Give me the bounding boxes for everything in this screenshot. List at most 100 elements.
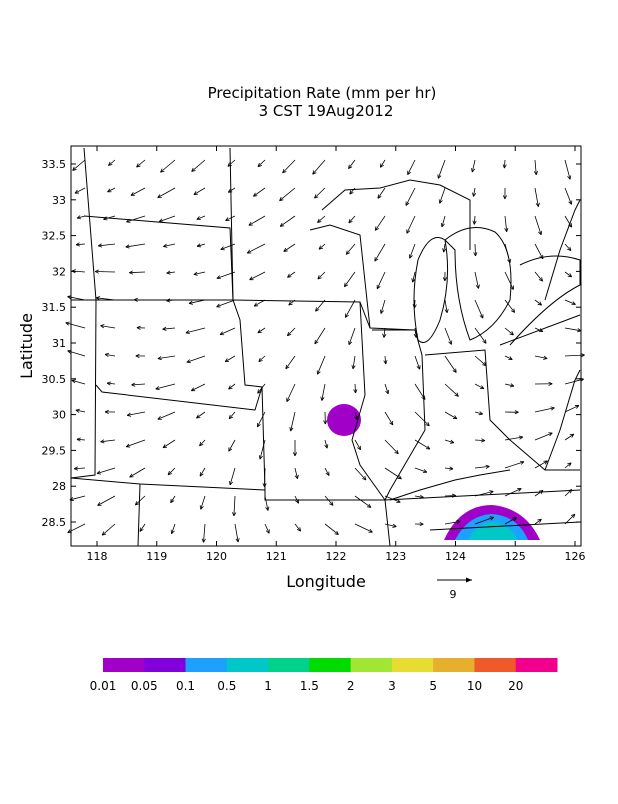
wind-arrow [317, 356, 325, 374]
wind-arrow [257, 412, 265, 427]
wind-arrow [377, 272, 385, 289]
wind-arrow [385, 440, 398, 454]
vector-scale-label: 9 [450, 588, 457, 601]
wind-arrow [505, 272, 513, 290]
wind-arrow [407, 216, 415, 233]
x-tick-label: 123 [385, 550, 406, 563]
colorbar-swatch [103, 658, 145, 672]
wind-arrow [535, 272, 543, 281]
wind-arrow [314, 188, 325, 198]
wind-arrow [192, 160, 205, 172]
colorbar-swatch [433, 658, 475, 672]
colorbar-swatch [186, 658, 228, 672]
wind-arrow [250, 272, 265, 280]
wind-arrow [129, 272, 145, 273]
wind-arrow [217, 300, 235, 307]
x-axis-label: Longitude [286, 572, 366, 591]
wind-arrow [355, 496, 371, 507]
wind-arrow [194, 188, 205, 195]
state-borders [71, 148, 580, 546]
wind-arrow [264, 468, 265, 487]
wind-arrow [247, 244, 265, 253]
wind-arrow [126, 440, 145, 447]
y-axis-label: Latitude [17, 313, 36, 379]
wind-arrow [73, 160, 85, 170]
colorbar-label: 5 [429, 679, 437, 693]
wind-arrow [313, 160, 325, 174]
wind-arrow [130, 468, 145, 477]
colorbar-swatch [227, 658, 269, 672]
wind-arrow [535, 244, 543, 259]
y-tick-label: 30.5 [42, 373, 67, 386]
x-tick-label: 121 [266, 550, 287, 563]
y-tick-label: 30 [52, 409, 66, 422]
wind-arrow [280, 188, 295, 201]
wind-arrow [406, 188, 415, 206]
wind-arrow [249, 216, 265, 225]
y-tick-label: 31 [52, 337, 66, 350]
wind-arrow [187, 356, 205, 362]
wind-arrow [284, 244, 295, 252]
wind-arrow [315, 328, 325, 344]
wind-vectors [66, 160, 585, 542]
wind-arrow [505, 488, 521, 496]
wind-arrow [344, 272, 355, 287]
wind-arrow [475, 244, 476, 256]
map-features [66, 148, 585, 546]
wind-arrow [445, 384, 458, 396]
wind-arrow [98, 496, 115, 505]
wind-arrow [68, 524, 85, 533]
wind-arrow [565, 188, 572, 204]
y-tick-label: 28 [52, 480, 66, 493]
wind-arrow [325, 524, 338, 535]
x-tick-label: 126 [565, 550, 586, 563]
wind-arrow [345, 300, 355, 318]
colorbar-swatch [309, 658, 351, 672]
wind-arrow [102, 524, 115, 535]
wind-arrow [565, 355, 585, 356]
wind-arrow [163, 440, 175, 448]
wind-arrow [346, 244, 355, 254]
wind-arrow [445, 356, 456, 373]
precip-area [327, 404, 361, 436]
y-tick-label: 31.5 [42, 301, 67, 314]
x-tick-label: 118 [87, 550, 108, 563]
colorbar-label: 0.5 [217, 679, 236, 693]
colorbar-label: 2 [347, 679, 355, 693]
x-tick-label: 125 [505, 550, 526, 563]
wind-arrow [283, 160, 295, 173]
wind-arrow [225, 356, 235, 362]
wind-arrow [286, 356, 295, 369]
wind-arrow [355, 524, 372, 532]
y-tick-label: 33.5 [42, 158, 67, 171]
colorbar-swatch [474, 658, 516, 672]
subtitle: 3 CST 19Aug2012 [259, 102, 394, 120]
wind-arrow [535, 216, 541, 235]
y-tick-label: 33 [52, 194, 66, 207]
colorbar-swatch [516, 658, 558, 672]
wind-arrow [375, 216, 385, 230]
wind-arrow [135, 496, 145, 505]
y-tick-label: 32.5 [42, 230, 67, 243]
wind-arrow [475, 356, 486, 366]
wind-arrow [415, 412, 429, 426]
wind-arrow [234, 496, 235, 516]
colorbar-label: 1.5 [300, 679, 319, 693]
colorbar-label: 0.1 [176, 679, 195, 693]
y-tick-label: 32 [52, 265, 66, 278]
x-tick-label: 119 [146, 550, 167, 563]
x-tick-label: 122 [326, 550, 347, 563]
colorbar-swatch [268, 658, 310, 672]
colorbar-swatch [351, 658, 393, 672]
wind-arrow [355, 468, 366, 480]
wind-arrow [475, 300, 483, 318]
wind-arrow [191, 384, 205, 391]
title: Precipitation Rate (mm per hr) [208, 84, 437, 102]
colorbar-swatch [144, 658, 186, 672]
wind-arrow [160, 160, 175, 172]
colorbar-label: 0.05 [131, 679, 158, 693]
wind-arrow [158, 188, 175, 198]
wind-arrow [220, 328, 235, 335]
vector-reference-head [466, 578, 472, 583]
